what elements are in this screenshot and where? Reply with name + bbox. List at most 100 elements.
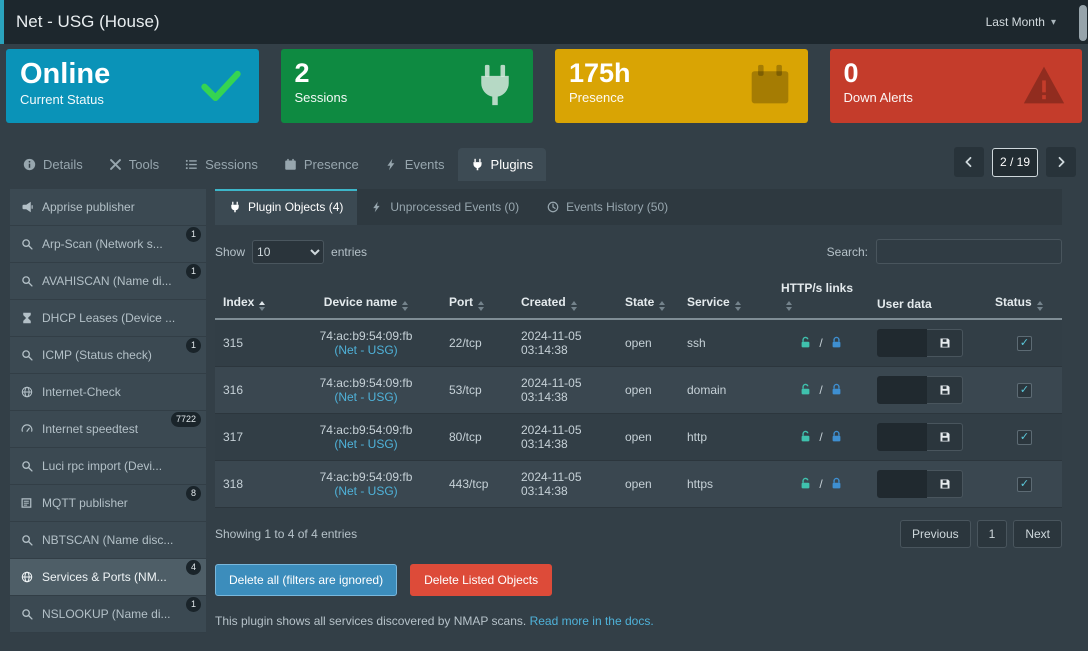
sidebar-item-internet-speedtest[interactable]: Internet speedtest 7722 [10,411,206,448]
column-header-user-data[interactable]: User data [869,275,987,320]
cell-service: http [687,430,708,444]
user-data-input[interactable] [877,376,927,404]
tab-plugins[interactable]: Plugins [457,148,547,181]
save-button[interactable] [927,329,963,357]
save-button[interactable] [927,470,963,498]
status-checkbox[interactable] [1017,430,1032,445]
sidebar-item-apprise-publisher[interactable]: Apprise publisher [10,189,206,226]
sidebar-item-label: Services & Ports (NM... [42,570,167,584]
newspaper-icon [21,497,33,509]
sidebar-item-services-ports[interactable]: Services & Ports (NM... 4 [10,559,206,596]
search-input[interactable] [876,239,1062,264]
cell-state: open [625,477,652,491]
sidebar-item-nbtscan[interactable]: NBTSCAN (Name disc... [10,522,206,559]
cell-http-links: / [773,319,869,367]
created-date: 2024-11-05 [521,470,582,484]
sidebar-item-luci-rpc-import[interactable]: Luci rpc import (Devi... [10,448,206,485]
column-header-port[interactable]: Port [441,275,513,320]
column-header-state[interactable]: State [617,275,679,320]
column-header-status[interactable]: Status [987,275,1062,320]
lock-icon[interactable] [830,430,843,444]
lock-icon[interactable] [830,336,843,350]
sidebar-item-avahiscan[interactable]: AVAHISCAN (Name di... 1 [10,263,206,300]
lock-icon[interactable] [830,477,843,491]
tab-details[interactable]: Details [10,148,96,181]
bolt-icon [385,158,398,171]
column-header-http-links[interactable]: HTTP/s links [773,275,869,320]
lock-icon[interactable] [830,383,843,397]
user-data-input[interactable] [877,470,927,498]
unlock-icon[interactable] [799,477,812,491]
sidebar-item-label: DHCP Leases (Device ... [42,311,176,325]
status-checkbox[interactable] [1017,477,1032,492]
period-selector[interactable]: Last Month ▾ [986,15,1072,29]
device-link[interactable]: (Net - USG) [334,437,398,451]
column-header-service[interactable]: Service [679,275,773,320]
table-footer: Showing 1 to 4 of 4 entries Previous 1 N… [215,520,1062,548]
prev-device-button[interactable] [953,147,984,177]
column-header-device-name[interactable]: Device name [291,275,441,320]
column-header-created[interactable]: Created [513,275,617,320]
plugin-objects-table: Index Device name Port Created State Ser… [215,275,1062,508]
device-name: 74:ac:b9:54:09:fb [319,376,413,390]
tab-presence[interactable]: Presence [271,148,372,181]
list-icon [185,158,198,171]
search-icon [21,275,33,287]
user-data-input[interactable] [877,329,927,357]
sidebar-item-mqtt-publisher[interactable]: MQTT publisher 8 [10,485,206,522]
cell-port: 22/tcp [449,336,482,350]
search-icon [21,349,33,361]
unlock-icon[interactable] [799,430,812,444]
sort-icon [659,301,666,311]
save-button[interactable] [927,423,963,451]
tab-plugin-objects[interactable]: Plugin Objects (4) [215,189,358,225]
delete-all-button[interactable]: Delete all (filters are ignored) [215,564,398,596]
chevron-left-icon [963,156,975,168]
tab-events-history[interactable]: Events History (50) [533,189,682,225]
sidebar-item-label: Luci rpc import (Devi... [42,459,163,473]
device-link[interactable]: (Net - USG) [334,484,398,498]
status-cards: Online Current Status 2 Sessions 175h Pr… [0,44,1088,131]
status-checkbox[interactable] [1017,383,1032,398]
globe-icon [21,386,33,398]
sidebar-item-icmp[interactable]: ICMP (Status check) 1 [10,337,206,374]
tab-tools[interactable]: Tools [96,148,172,181]
status-checkbox[interactable] [1017,336,1032,351]
links-separator: / [819,336,823,351]
sidebar-item-dhcp-leases[interactable]: DHCP Leases (Device ... [10,300,206,337]
page-size-select[interactable]: 10 [252,239,325,264]
save-button[interactable] [927,376,963,404]
created-time: 03:14:38 [521,484,568,498]
search-icon [21,238,33,250]
sort-icon [402,301,409,311]
sidebar-item-label: Internet-Check [42,385,121,399]
sort-icon [478,301,484,311]
next-page-button[interactable]: Next [1013,520,1062,548]
previous-page-button[interactable]: Previous [899,520,971,548]
user-data-input[interactable] [877,423,927,451]
page-1-button[interactable]: 1 [976,520,1008,548]
tab-sessions[interactable]: Sessions [172,148,271,181]
tab-events[interactable]: Events [372,148,458,181]
tab-unprocessed-events[interactable]: Unprocessed Events (0) [357,189,533,225]
sidebar-item-arp-scan[interactable]: Arp-Scan (Network s... 1 [10,226,206,263]
count-badge: 1 [185,264,201,279]
unlock-icon[interactable] [799,383,812,397]
sidebar-item-internet-check[interactable]: Internet-Check [10,374,206,411]
device-name: 74:ac:b9:54:09:fb [319,329,413,343]
search-label: Search: [826,244,868,259]
device-link[interactable]: (Net - USG) [334,343,398,357]
next-device-button[interactable] [1046,147,1076,177]
content-layout: Apprise publisher Arp-Scan (Network s...… [0,181,1088,633]
delete-listed-button[interactable]: Delete Listed Objects [410,564,553,596]
period-label: Last Month [985,15,1045,29]
card-value: 175h [569,58,631,88]
created-time: 03:14:38 [521,437,568,451]
warning-icon [1022,63,1066,107]
scrollbar[interactable] [1079,5,1087,41]
docs-link[interactable]: Read more in the docs. [529,614,654,628]
sidebar-item-nslookup[interactable]: NSLOOKUP (Name di... 1 [10,596,206,633]
column-header-index[interactable]: Index [215,275,291,320]
device-link[interactable]: (Net - USG) [334,390,398,404]
unlock-icon[interactable] [799,336,812,350]
